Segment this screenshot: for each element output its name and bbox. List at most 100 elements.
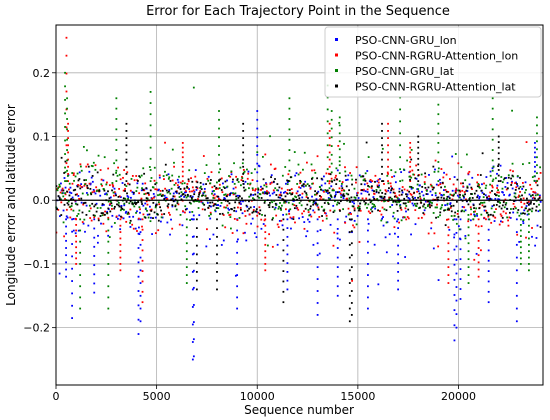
data-point: [363, 200, 366, 203]
data-point: [463, 191, 466, 193]
data-point: [144, 202, 147, 205]
data-point: [192, 286, 195, 289]
data-point: [141, 182, 144, 185]
data-point: [195, 186, 198, 189]
data-point: [63, 203, 66, 206]
data-point: [158, 203, 161, 206]
data-point: [233, 209, 236, 212]
data-point: [119, 263, 122, 265]
data-point: [341, 181, 344, 183]
data-point: [337, 144, 340, 147]
data-point: [285, 192, 288, 194]
data-point: [387, 182, 390, 185]
data-point: [87, 187, 89, 190]
data-point: [470, 213, 472, 216]
data-point: [119, 243, 122, 246]
data-point: [293, 207, 296, 210]
data-point: [285, 213, 288, 216]
data-point: [383, 208, 386, 211]
data-point: [408, 197, 411, 200]
data-point: [149, 91, 152, 93]
data-point: [107, 216, 110, 219]
data-point: [492, 214, 494, 217]
data-point: [507, 219, 510, 222]
data-point: [250, 193, 252, 196]
data-point: [321, 219, 324, 222]
data-point: [528, 218, 530, 221]
data-point: [252, 197, 254, 200]
data-point: [392, 211, 395, 214]
data-point: [79, 274, 82, 276]
data-point: [67, 130, 69, 132]
data-point: [125, 210, 128, 213]
data-point: [397, 279, 400, 282]
data-point: [115, 138, 118, 141]
data-point: [348, 212, 351, 215]
data-point: [328, 180, 331, 183]
data-point: [65, 275, 67, 278]
data-point: [125, 144, 128, 147]
data-point: [501, 187, 504, 190]
data-point: [72, 172, 75, 175]
data-point: [111, 204, 113, 207]
data-point: [209, 213, 212, 216]
data-point: [80, 169, 83, 172]
data-point: [491, 169, 494, 172]
data-point: [285, 182, 287, 185]
data-point: [167, 177, 170, 180]
data-point: [360, 192, 363, 195]
data-point: [396, 210, 399, 212]
x-tick-label: 20000: [441, 390, 476, 403]
data-point: [288, 180, 291, 183]
data-point: [477, 218, 480, 221]
data-point: [469, 197, 471, 199]
data-point: [324, 212, 327, 215]
data-point: [499, 164, 502, 167]
data-point: [264, 263, 267, 265]
data-point: [236, 178, 239, 180]
data-point: [224, 193, 227, 196]
data-point: [342, 195, 344, 198]
data-point: [336, 218, 339, 221]
data-point: [209, 211, 212, 214]
data-point: [125, 165, 128, 168]
data-point: [390, 185, 392, 188]
data-point: [80, 186, 83, 188]
data-point: [66, 190, 68, 193]
data-point: [502, 178, 505, 181]
data-point: [259, 209, 262, 212]
data-point: [528, 243, 530, 246]
data-point: [288, 189, 291, 192]
data-point: [133, 179, 136, 182]
data-point: [92, 188, 95, 191]
data-point: [207, 179, 210, 182]
data-point: [184, 211, 186, 214]
data-point: [328, 151, 331, 154]
data-point: [126, 213, 129, 215]
data-point: [455, 222, 458, 225]
data-point: [185, 196, 188, 199]
data-point: [381, 180, 383, 183]
data-point: [347, 174, 350, 177]
data-point: [93, 227, 96, 230]
data-point: [260, 188, 262, 191]
data-point: [348, 189, 350, 192]
data-point: [107, 263, 110, 265]
data-point: [264, 269, 267, 272]
data-point: [282, 301, 285, 304]
data-point: [58, 183, 61, 186]
data-point: [350, 290, 353, 292]
data-point: [273, 191, 276, 194]
data-point: [375, 198, 378, 201]
data-point: [497, 152, 500, 155]
data-point: [444, 204, 447, 207]
data-point: [70, 205, 73, 207]
data-point: [453, 263, 456, 266]
data-point: [309, 205, 312, 208]
data-point: [107, 274, 110, 276]
data-point: [218, 171, 220, 174]
data-point: [406, 193, 409, 196]
data-point: [66, 97, 68, 100]
data-point: [128, 202, 131, 205]
data-point: [453, 278, 456, 281]
